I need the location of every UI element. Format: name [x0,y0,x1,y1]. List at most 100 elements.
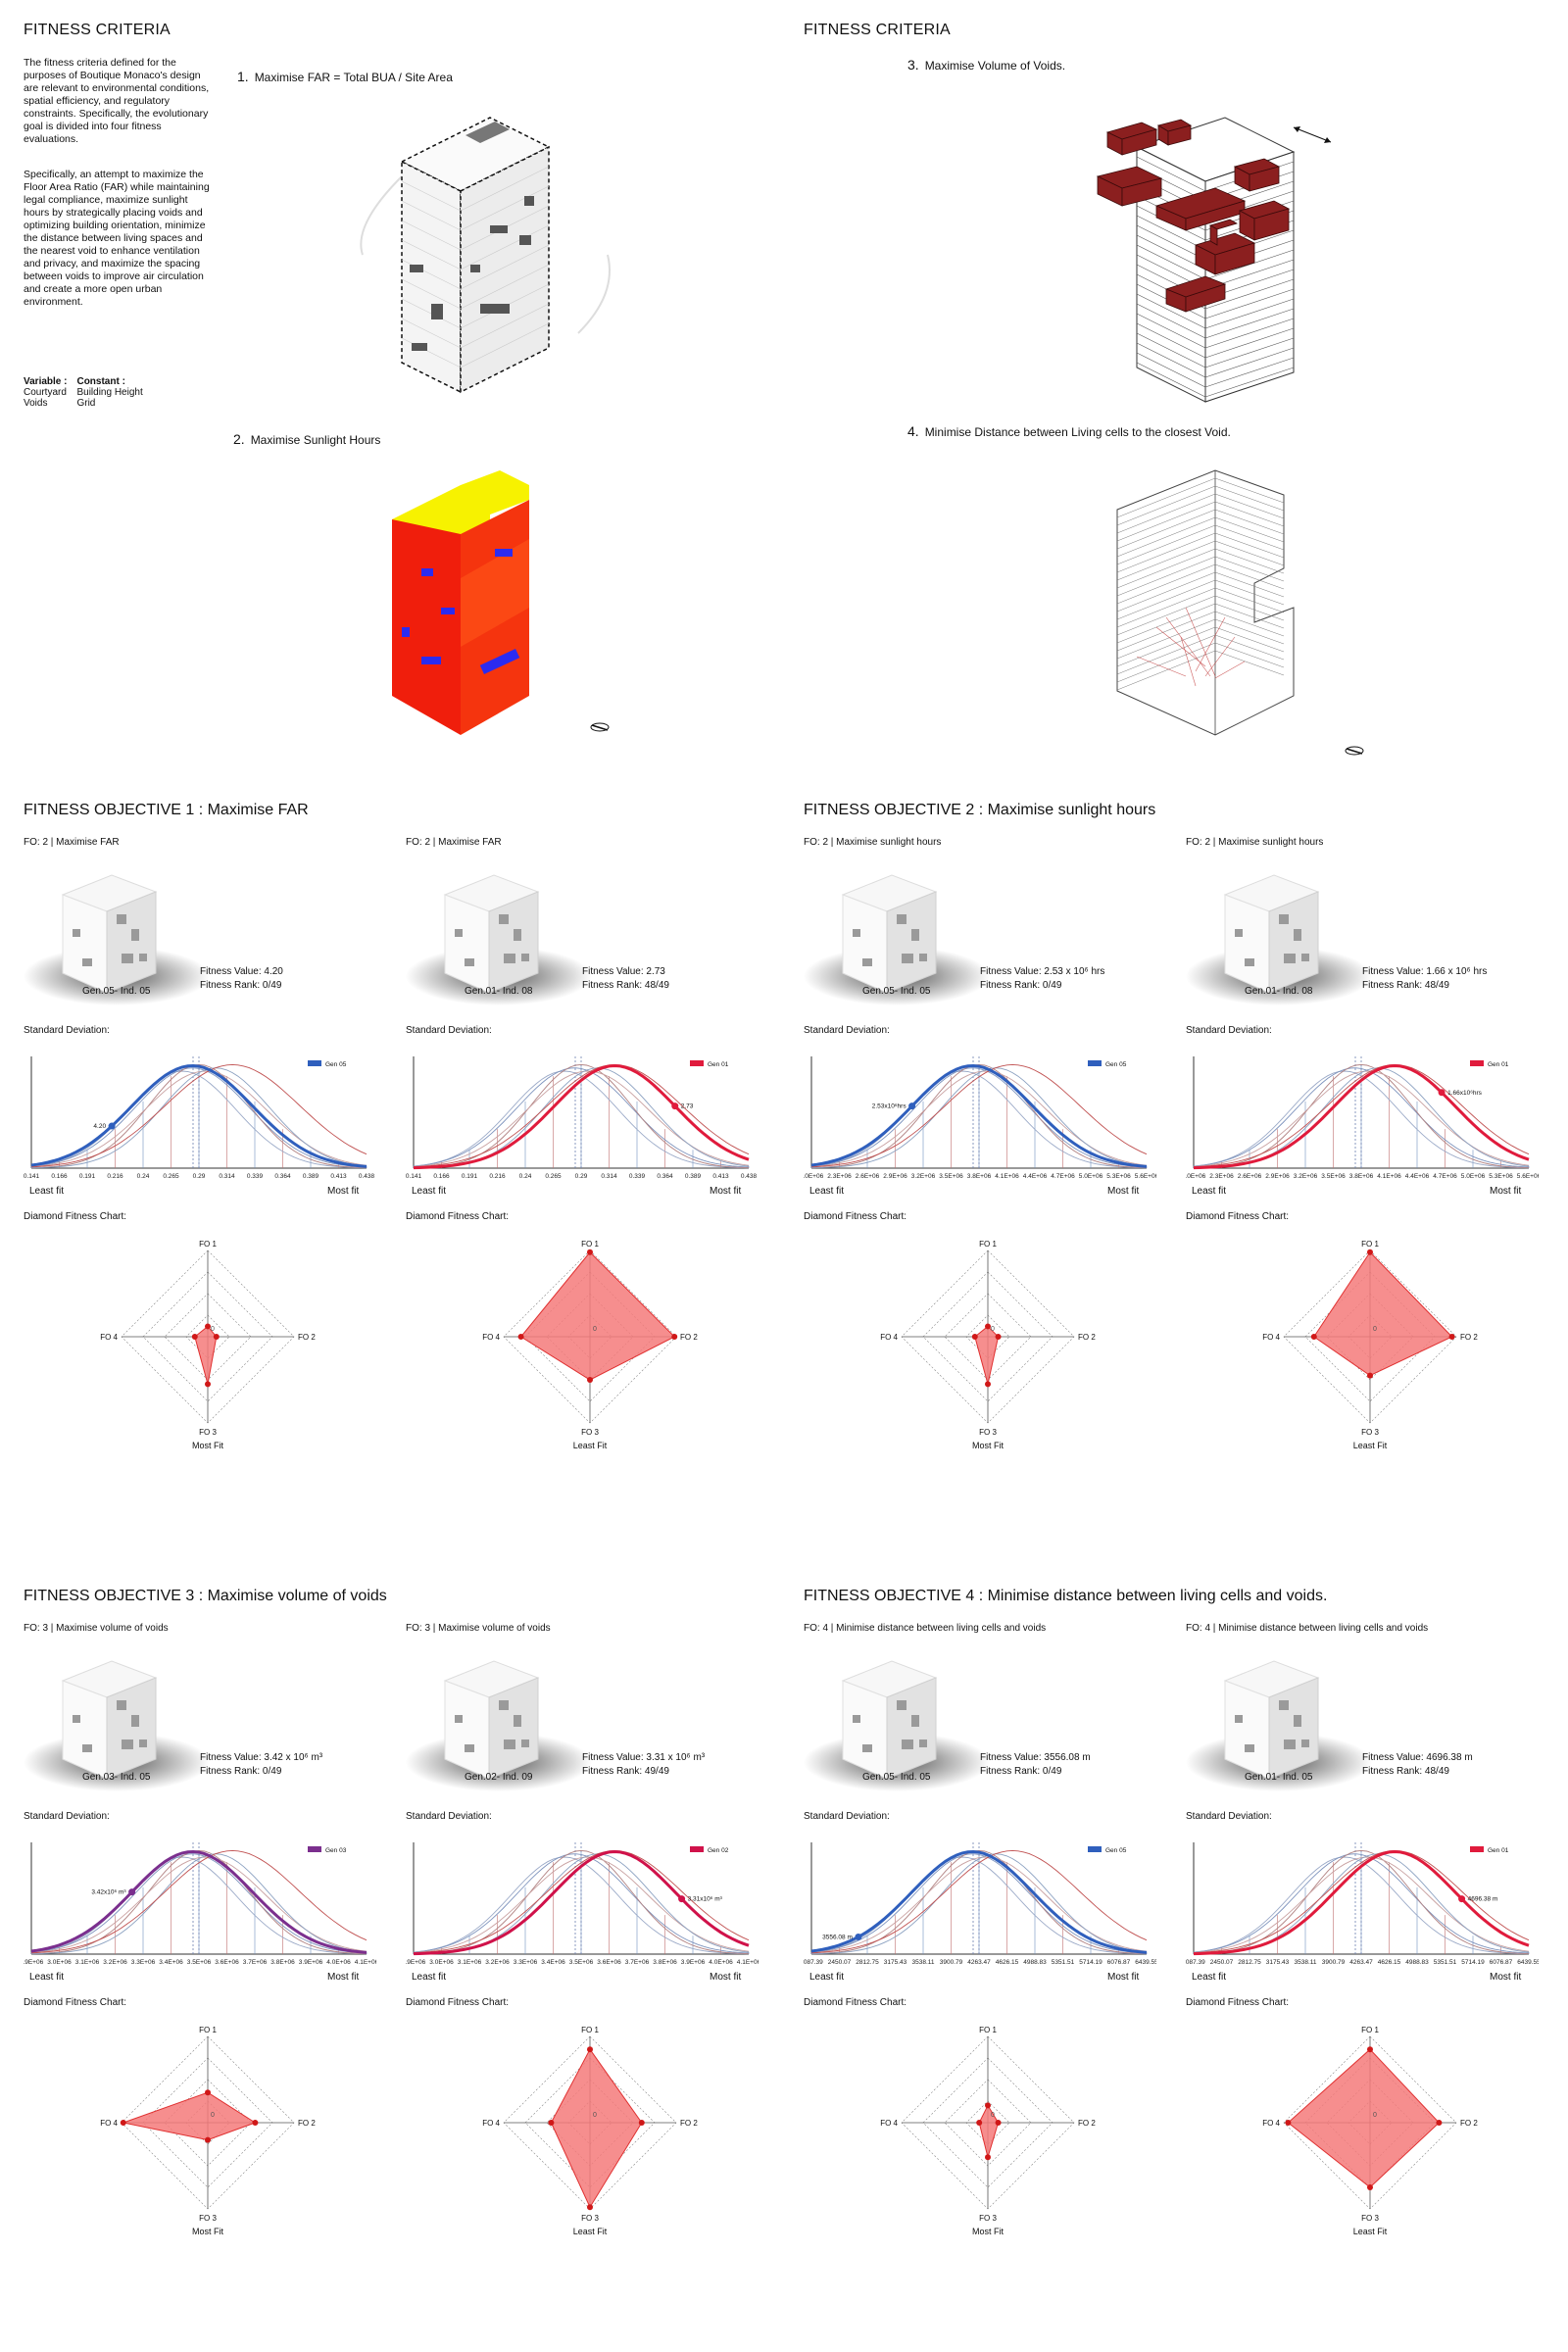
floor-line [1136,332,1206,368]
diamond-vertex [587,1377,593,1383]
fitness-value: Fitness Value: 2.53 x 10⁶ hrs [980,966,1105,977]
diamond-fill [194,1325,218,1385]
most-fit-label: Most fit [327,1186,360,1197]
objective-title: FITNESS OBJECTIVE 4 : Minimise distance … [804,1588,1327,1605]
objective-title-main: Maximise volume of voids [207,1588,387,1604]
diamond-vertex [985,2102,991,2109]
floor-line [1116,595,1216,636]
void-opening [117,914,126,924]
axis-label-fo2: FO 2 [1460,1333,1478,1342]
floor-line [1214,587,1285,613]
floor-line [1136,244,1206,280]
void-opening [504,1740,515,1749]
marker-label: 2.53x10⁶hrs [872,1103,907,1110]
objective-title-main: Maximise sunlight hours [987,802,1156,818]
diamond-grid [185,1314,230,1359]
floor-line [1116,501,1216,542]
generation-curve [30,1070,368,1169]
fitness-value: Fitness Value: 4696.38 m [1362,1752,1473,1763]
most-fit-label: Most fit [1490,1186,1522,1197]
x-tick-label: 0.314 [601,1173,617,1180]
void-opening [1294,929,1301,941]
x-tick-label: 0.141 [24,1173,40,1180]
legend-label: Gen 01 [708,1061,729,1068]
voids-blocks [1096,119,1291,313]
marker-label: 2.73 [681,1103,694,1110]
legend-label: Gen 03 [325,1847,347,1854]
fo-label: FO: 3 | Maximise volume of voids [406,1623,551,1634]
criterion-number: 2. [233,431,245,447]
x-tick-label: 3.6E+06 [597,1959,621,1966]
legend-swatch [1088,1060,1102,1066]
fitness-value: Fitness Value: 3556.08 m [980,1752,1091,1763]
highlight-curve [810,1849,1148,1954]
void-opening [73,1715,80,1723]
diamond-fill [121,2091,257,2141]
legend-swatch [308,1846,321,1852]
generation-curve [810,1849,1148,1955]
diamond-chart-label: Diamond Fitness Chart: [24,1997,127,2008]
x-tick-label: 6439.55 [1517,1959,1539,1966]
generation-curve [810,1849,1148,1954]
floor-line [1116,540,1216,581]
diamond-vertex [205,1323,211,1330]
axis-label-fo1: FO 1 [581,1240,599,1249]
diamond-vertex [1448,1334,1455,1340]
void-opening [465,958,474,966]
floor-line [1214,618,1285,645]
x-tick-label: 3.5E+06 [187,1959,212,1966]
void-opening [82,958,92,966]
fitness-rank: Fitness Rank: 48/49 [1362,980,1449,991]
axis-label-fo2: FO 2 [298,2119,316,2128]
criterion-number: 1. [237,69,249,84]
least-fit-label: Least fit [412,1186,447,1197]
diamond-chart-label: Diamond Fitness Chart: [1186,1211,1290,1222]
criterion-2: 2. Maximise Sunlight Hours [233,431,380,447]
axis-label-fo3: FO 3 [581,1428,599,1437]
distance-floor-lines [1116,477,1285,691]
diamond-vertex [638,2120,645,2126]
diamond-vertex [587,2204,593,2211]
floor-line [1214,493,1285,519]
marker-label: 4696.38 m [1468,1896,1498,1903]
floor-line [1116,587,1216,628]
least-fit-label: Least fit [29,1972,65,1983]
x-tick-label: 2450.07 [1210,1959,1234,1966]
x-tick-label: 3.3E+06 [131,1959,156,1966]
floor-line [1204,288,1295,319]
diamond-fill [1287,2048,1441,2188]
x-tick-label: 0.166 [51,1173,68,1180]
sunlight-diagram [392,470,610,735]
void-opening [122,1740,133,1749]
floor-line [1204,357,1295,388]
criteria-intro-2: Specifically, an attempt to maximize the… [24,169,210,308]
objective-title-prefix: FITNESS OBJECTIVE 3 : [24,1588,208,1604]
diamond-vertex [985,1323,991,1330]
axis-label-fo1: FO 1 [979,1240,997,1249]
axis-label-fo2: FO 2 [298,1333,316,1342]
legend-label: Gen 01 [1488,1847,1509,1854]
x-tick-label: 3.7E+06 [243,1959,268,1966]
building-render [406,874,592,1005]
diamond-chart-label: Diamond Fitness Chart: [804,1211,907,1222]
diamond-vertex [213,1334,220,1340]
axis-label-fo1: FO 1 [979,2026,997,2034]
generation-curve [810,1063,1148,1168]
x-tick-label: 5351.51 [1052,1959,1075,1966]
variable-item: Courtyard [24,387,67,398]
legend-label: Gen 05 [1105,1847,1127,1854]
axis-label-fo4: FO 4 [880,1333,898,1342]
x-tick-label: 0.339 [247,1173,264,1180]
floor-line [1116,516,1216,558]
diamond-vertex [548,2120,555,2126]
fitness-rank: Fitness Rank: 48/49 [1362,1766,1449,1777]
highlight-curve [1193,1849,1530,1956]
x-tick-label: 3.8E+06 [967,1173,992,1180]
x-tick-label: 4263.47 [1349,1959,1373,1966]
x-tick-label: 2.9E+06 [24,1959,44,1966]
x-tick-label: 5.0E+06 [1079,1173,1103,1180]
normal-distribution-chart: 2.0E+062.3E+06 2.6E+062.9E+06 3.2E+063.5E+… [1186,1056,1539,1180]
void-opening [521,954,529,961]
floor-line [1136,303,1206,339]
far-courtyard-void [466,122,510,143]
